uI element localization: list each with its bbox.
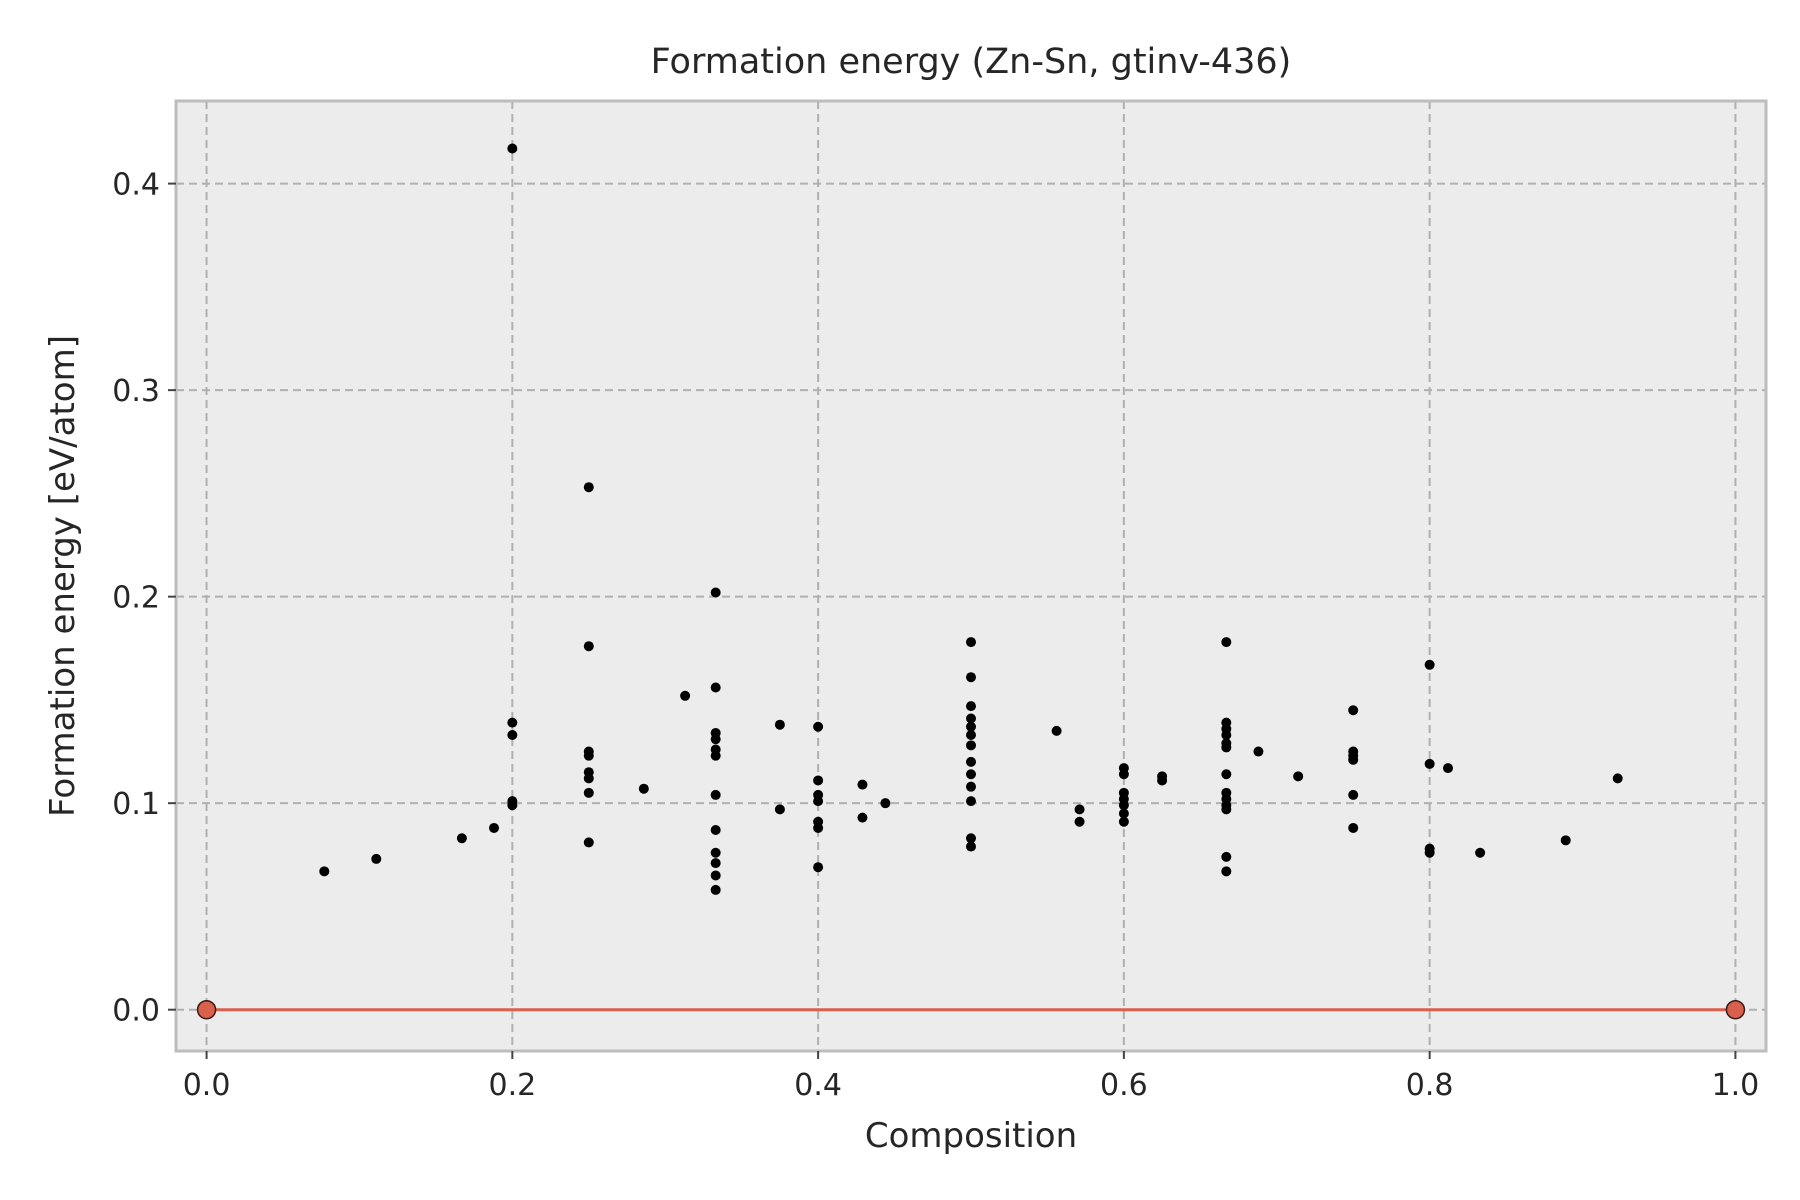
data-point [857,779,868,790]
y-tick-label: 0.4 [112,168,160,203]
data-point [1221,804,1232,815]
data-point [456,833,467,844]
data-point [1221,866,1232,877]
data-point [966,713,976,724]
y-tick-label: 0.3 [112,374,160,409]
data-point [966,740,976,751]
data-point [583,773,594,784]
data-point [1424,847,1435,858]
data-point [966,769,976,780]
data-point [1348,754,1359,765]
data-point [1221,769,1232,780]
data-point [583,787,594,798]
data-point [1560,835,1571,846]
hull-point [196,999,217,1020]
data-point [1221,851,1232,862]
plot-frame [174,99,1768,1053]
x-tick-label: 0.4 [794,1068,842,1103]
data-point [966,637,976,648]
data-point [710,789,721,800]
data-point [1051,725,1062,736]
data-point [966,672,976,683]
data-point [1074,816,1085,827]
data-point [813,721,824,732]
data-point [1348,705,1359,716]
data-point [710,825,721,836]
x-tick-label: 0.0 [183,1068,231,1103]
data-point [371,853,382,864]
data-point [966,781,976,792]
data-point [583,482,594,493]
data-point [710,587,721,598]
data-point [813,796,824,807]
data-point [1118,800,1129,811]
data-point [710,870,721,881]
data-point [710,884,721,895]
data-point [319,866,330,877]
data-point [1424,659,1435,670]
data-point [774,719,785,730]
data-point [774,804,785,815]
data-point [489,822,499,833]
data-point [813,822,824,833]
data-point [507,717,518,728]
hull-point [1725,999,1746,1020]
data-point [1293,771,1304,782]
data-point [680,690,691,701]
data-point [1348,822,1359,833]
data-point [966,796,976,807]
data-point [1612,773,1623,784]
data-point [966,756,976,767]
x-tick-label: 0.8 [1406,1068,1454,1103]
x-axis-title: Composition [865,1116,1077,1156]
convex-hull [196,999,1746,1020]
data-point [507,143,518,154]
y-tick-label: 0.1 [112,787,160,822]
data-point [966,730,976,741]
data-point [710,682,721,693]
data-point [966,833,976,844]
data-point [1074,804,1085,815]
data-point [966,721,976,732]
data-point [1348,789,1359,800]
chart-title: Formation energy (Zn-Sn, gtinv-436) [651,42,1292,82]
data-point [1118,816,1129,827]
data-point [507,800,518,811]
data-point [813,775,824,786]
data-point [966,701,976,712]
data-point [1221,742,1232,753]
x-tick-label: 0.2 [488,1068,536,1103]
data-point [1443,763,1453,774]
data-point [583,641,594,652]
data-points [319,143,1623,895]
x-tick-label: 0.6 [1100,1068,1148,1103]
x-tick-label: 1.0 [1712,1068,1760,1103]
data-point [880,798,891,809]
data-point [1424,758,1435,769]
data-point [638,783,649,794]
y-tick-label: 0.2 [112,581,160,616]
data-point [1118,769,1129,780]
y-tick-label: 0.0 [112,994,160,1029]
data-point [1221,730,1232,741]
data-point [710,847,721,858]
y-axis-title: Formation energy [eV/atom] [43,335,83,817]
data-point [813,862,824,873]
data-point [1475,847,1486,858]
data-point [1157,775,1168,786]
data-point [1221,637,1232,648]
data-point [710,734,721,745]
data-point [857,812,868,823]
data-point [1118,808,1129,819]
data-point [710,858,721,869]
plot-background [176,101,1766,1051]
data-point [966,841,976,852]
data-point [507,730,518,741]
data-point [710,750,721,761]
data-point [583,750,594,761]
data-point [583,837,594,848]
axis-ticks: 0.0 0.2 0.4 0.6 0.8 1.0 0.0 0.1 0.2 0.3 0.4 [112,168,1759,1103]
data-point [1253,746,1264,757]
